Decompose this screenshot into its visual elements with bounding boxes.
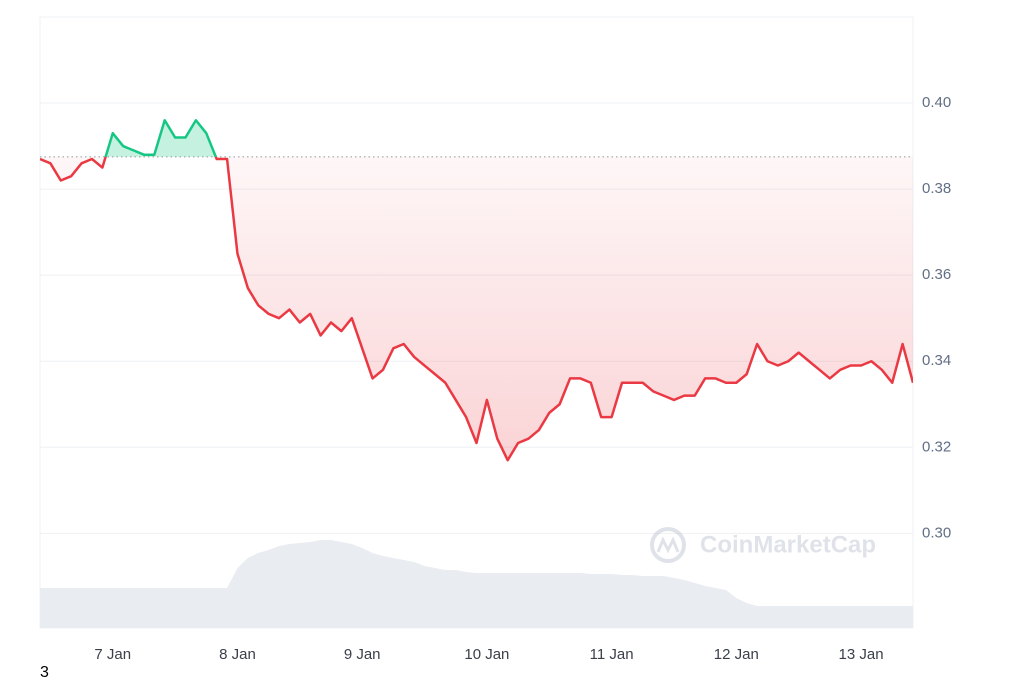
x-tick-label: 8 Jan [219,646,256,663]
y-tick-label: 0.36 [922,266,951,283]
volume-area [40,540,913,628]
y-tick-label: 0.38 [922,180,951,197]
price-line-down [40,156,913,462]
x-tick-label: 10 Jan [464,646,509,663]
x-tick-label: 9 Jan [344,646,381,663]
y-tick-label: 0.40 [922,94,951,111]
watermark: CoinMarketCap [650,527,876,563]
x-tick-label: 12 Jan [714,646,759,663]
price-line-up [104,119,218,157]
footnote: 3 [40,664,49,681]
x-tick-label: 11 Jan [590,646,634,663]
y-tick-label: 0.32 [922,438,951,455]
y-tick-label: 0.30 [922,524,951,541]
area-up [105,120,216,157]
x-tick-label: 7 Jan [94,646,131,663]
watermark-text: CoinMarketCap [700,531,876,558]
y-tick-label: 0.34 [922,352,951,369]
x-tick-label: 13 Jan [839,646,884,663]
area-down [40,156,913,461]
